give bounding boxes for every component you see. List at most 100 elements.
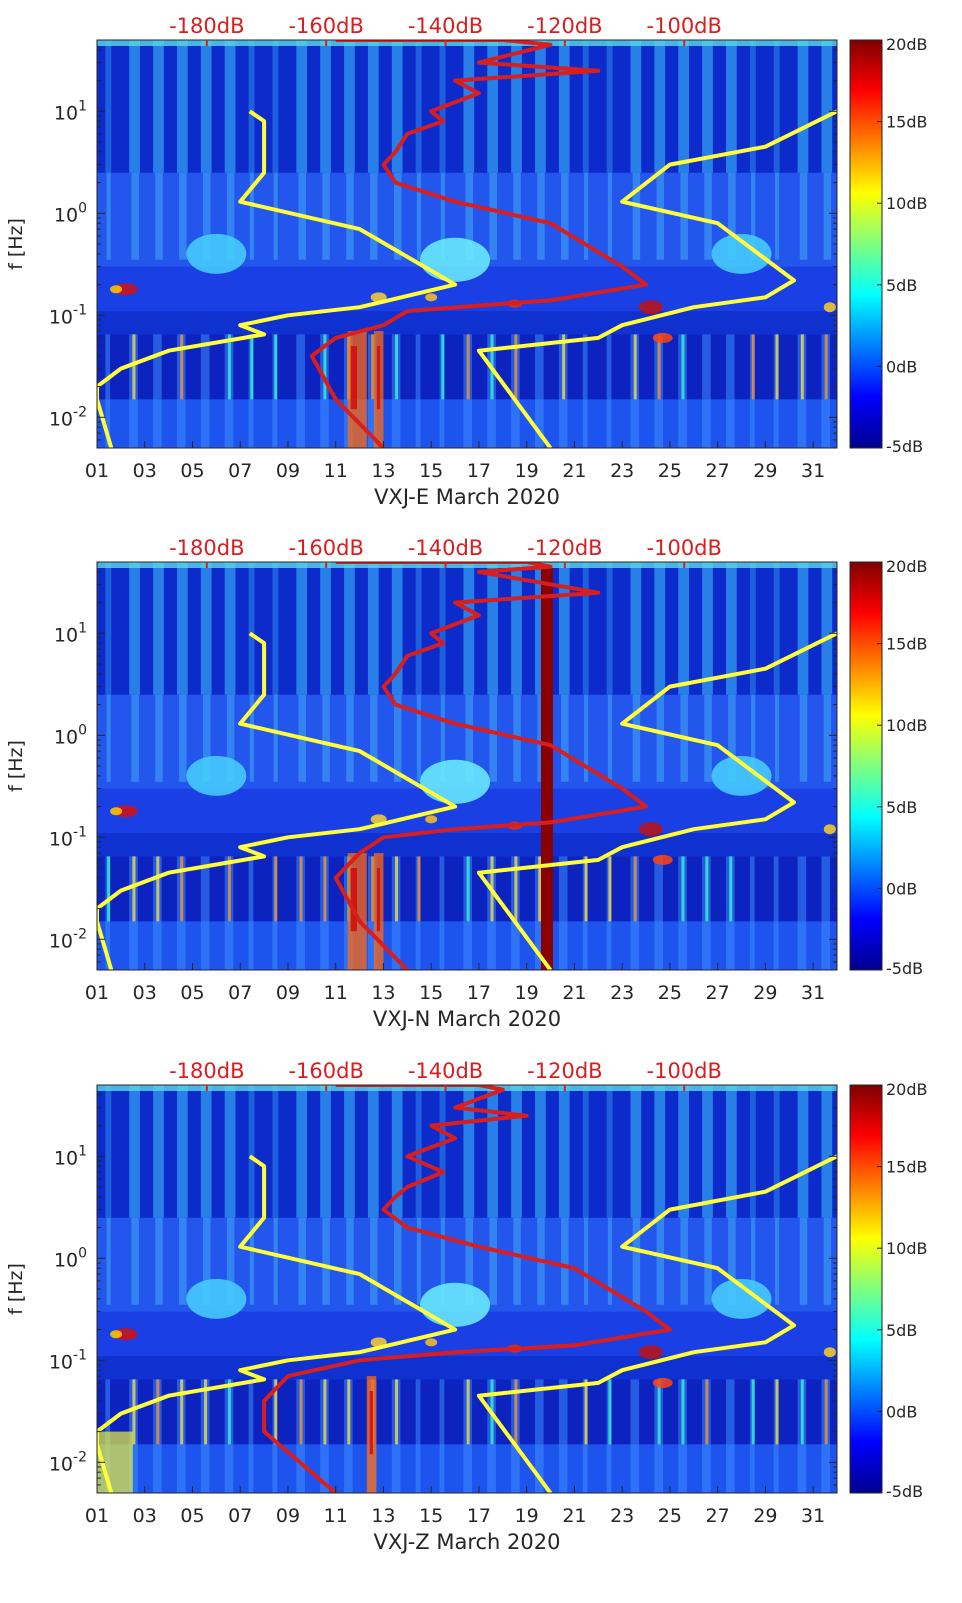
day-stripe-high xyxy=(773,40,780,173)
day-stripe-mid xyxy=(751,1217,756,1305)
day-stripe-mid xyxy=(513,1217,521,1305)
day-stripe-mid xyxy=(249,694,254,782)
day-stripe-high xyxy=(582,1085,589,1218)
day-stripe-high xyxy=(606,1085,613,1218)
low-freq-spike xyxy=(775,1379,779,1445)
x-tick-label: 25 xyxy=(658,460,682,482)
day-stripe-mid xyxy=(226,694,235,782)
day-stripe-high xyxy=(415,562,422,695)
x-tick-label: 05 xyxy=(180,460,204,482)
day-stripe-high xyxy=(367,1085,379,1218)
day-stripe-high xyxy=(248,1085,255,1218)
bright-band-core xyxy=(350,868,358,932)
day-stripe-high xyxy=(726,1085,737,1218)
y-axis-label: f [Hz] xyxy=(5,1263,27,1315)
microseism-blob xyxy=(186,755,247,796)
day-stripe-high xyxy=(726,40,737,173)
microseism-blob xyxy=(420,759,491,804)
low-freq-spike xyxy=(562,334,566,400)
day-stripe-low xyxy=(630,1379,640,1493)
day-stripe-high xyxy=(558,562,570,695)
low-freq-spike xyxy=(466,1379,470,1445)
day-stripe-mid xyxy=(106,694,111,782)
day-stripe-high xyxy=(630,40,642,173)
day-stripe-low xyxy=(415,1379,421,1493)
low-freq-spike xyxy=(274,334,278,400)
day-stripe-mid xyxy=(632,694,641,782)
x-tick-label: 09 xyxy=(276,1505,300,1527)
y-tick-label: 10-2 xyxy=(49,1449,87,1475)
low-freq-spike xyxy=(441,334,445,400)
microseism-blob xyxy=(186,1278,247,1319)
low-freq-spike xyxy=(323,334,327,400)
colorbar xyxy=(849,39,883,449)
x-tick-label: 13 xyxy=(371,460,395,482)
low-freq-spike xyxy=(608,1379,612,1445)
y-axis-label: f [Hz] xyxy=(5,218,27,270)
day-stripe-high xyxy=(415,40,422,173)
day-stripe-mid xyxy=(440,172,445,260)
day-stripe-high xyxy=(535,1085,546,1218)
day-stripe-low xyxy=(415,334,421,448)
day-stripe-high xyxy=(511,1085,522,1218)
y-axis-label: f [Hz] xyxy=(5,740,27,792)
day-stripe-mid xyxy=(561,1217,569,1305)
day-stripe-high xyxy=(320,562,331,695)
spectrogram-panel-2: 01 03 05 07 09 11 13 15 17 19 21 23 25 27 29 31 10-2 10-1… xyxy=(5,536,928,1031)
freq-band-3 xyxy=(97,833,837,857)
low-freq-spike xyxy=(395,856,399,922)
day-stripe-mid xyxy=(774,1217,780,1305)
day-stripe-mid xyxy=(561,694,569,782)
day-stripe-low xyxy=(439,1379,445,1493)
low-freq-spike xyxy=(681,856,685,922)
day-stripe-mid xyxy=(273,1217,278,1305)
day-stripe-mid xyxy=(346,694,354,782)
day-stripe-mid xyxy=(322,1217,330,1305)
low-freq-spike xyxy=(132,334,136,400)
low-freq-spike xyxy=(657,334,661,400)
day-stripe-high xyxy=(176,1085,188,1218)
y-tick-label: 10-2 xyxy=(49,926,87,952)
day-stripe-mid xyxy=(561,172,569,260)
y-tick-label: 10-1 xyxy=(49,302,87,328)
low-freq-spike xyxy=(371,334,375,400)
day-stripe-high xyxy=(749,1085,756,1218)
day-stripe-high xyxy=(296,1085,308,1218)
x-tick-label: 19 xyxy=(515,1505,539,1527)
day-stripe-high xyxy=(439,1085,446,1218)
day-stripe-mid xyxy=(393,1217,402,1305)
day-stripe-mid xyxy=(131,694,139,782)
top-db-label: -120dB xyxy=(527,1059,602,1083)
day-stripe-mid xyxy=(370,172,378,260)
overlay-line-1 xyxy=(97,1154,458,1493)
day-stripe-high xyxy=(367,562,379,695)
day-stripe-mid xyxy=(799,694,808,782)
low-freq-spike xyxy=(681,334,685,400)
day-stripe-high xyxy=(487,562,499,695)
low-freq-spike xyxy=(514,856,518,922)
day-stripe-mid xyxy=(537,694,545,782)
day-stripe-mid xyxy=(799,1217,808,1305)
day-stripe-high xyxy=(224,1085,236,1218)
top-db-label: -120dB xyxy=(527,536,602,560)
microseism-blob xyxy=(823,1347,836,1358)
day-stripe-mid xyxy=(393,694,402,782)
colorbar-tick-label: 10dB xyxy=(886,1239,928,1258)
x-tick-label: 27 xyxy=(706,460,730,482)
day-stripe-high xyxy=(463,562,475,695)
day-stripe-mid xyxy=(131,1217,139,1305)
day-stripe-high xyxy=(200,40,212,173)
day-stripe-low xyxy=(726,1379,735,1493)
x-tick-label: 31 xyxy=(801,982,825,1004)
x-tick-label: 17 xyxy=(467,1505,491,1527)
day-stripe-mid xyxy=(656,1217,665,1305)
y-tick-label: 101 xyxy=(54,98,87,124)
day-stripe-low xyxy=(535,1379,544,1493)
day-stripe-mid xyxy=(131,172,139,260)
x-tick-label: 11 xyxy=(324,1505,348,1527)
x-tick-label: 01 xyxy=(85,1505,109,1527)
x-tick-label: 13 xyxy=(371,982,395,1004)
day-stripe-high xyxy=(129,40,140,173)
day-stripe-low xyxy=(248,856,254,970)
top-db-label: -180dB xyxy=(169,1059,244,1083)
